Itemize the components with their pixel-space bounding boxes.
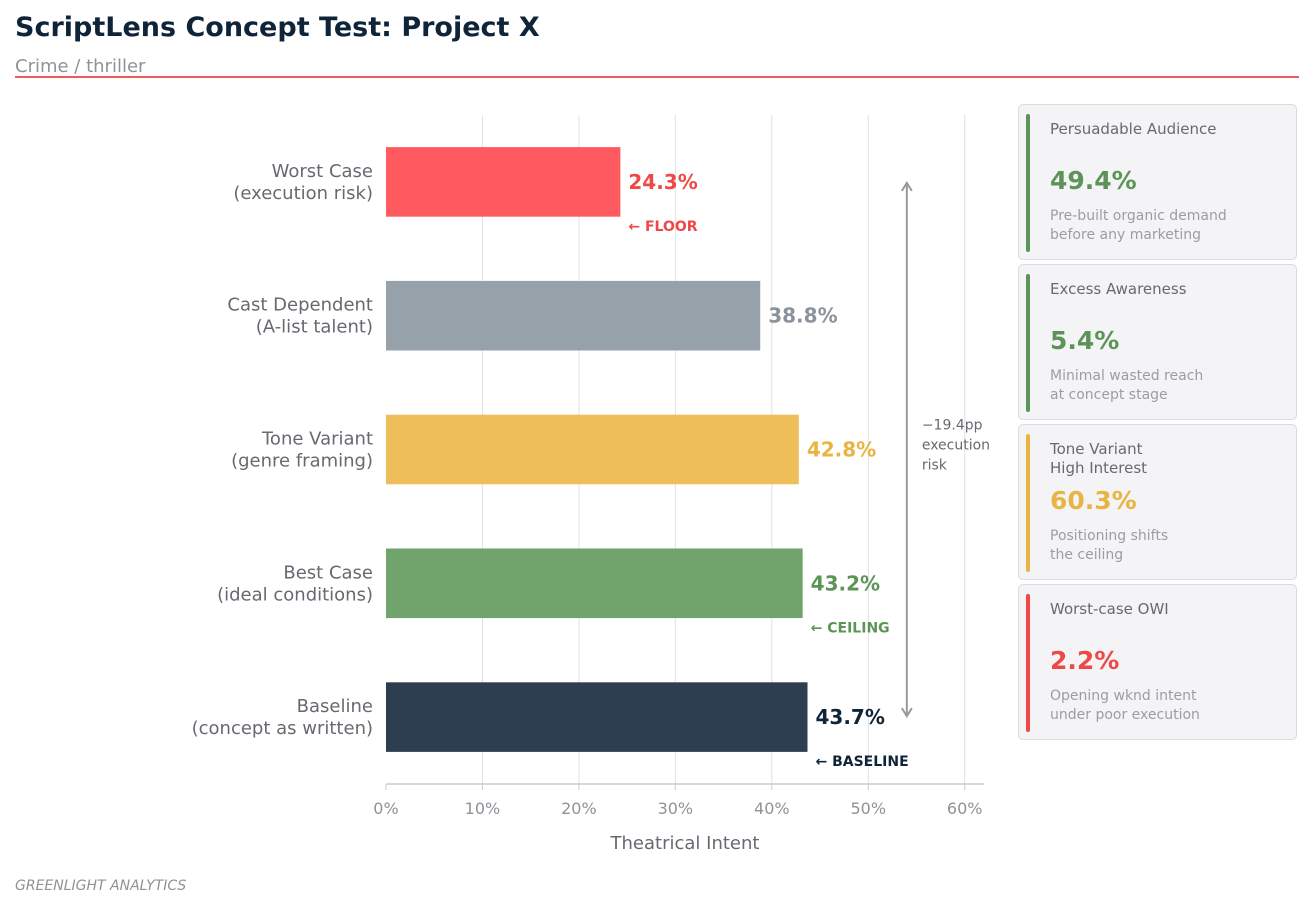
- kpi-card-label: Tone Variant High Interest: [1050, 440, 1148, 477]
- x-tick-label: 50%: [850, 799, 886, 818]
- category-label-line: Baseline: [297, 696, 373, 717]
- category-label: Tone Variant (genre framing): [231, 429, 373, 472]
- x-tick-label: 60%: [947, 799, 983, 818]
- bar: [386, 280, 761, 351]
- kpi-card-value: 60.3%: [1050, 486, 1137, 515]
- category-label-line: Cast Dependent: [227, 295, 373, 316]
- bar-annotation: ← CEILING: [811, 620, 890, 636]
- x-axis-label: Theatrical Intent: [610, 833, 760, 854]
- kpi-card-description: Minimal wasted reach at concept stage: [1050, 368, 1204, 403]
- category-label-line: Tone Variant: [261, 429, 373, 450]
- range-arrow-head-bottom: [900, 707, 913, 718]
- bar: [386, 548, 803, 619]
- category-label: Baseline (concept as written): [192, 696, 373, 739]
- kpi-card-accent: [1026, 274, 1030, 412]
- kpi-card: Persuadable Audience 49.4% Pre-built organ…: [1018, 104, 1297, 260]
- category-label-line: (A-list talent): [256, 317, 373, 338]
- x-tick-label: 20%: [561, 799, 597, 818]
- kpi-card-description: Opening wknd intent under poor execution: [1050, 688, 1200, 723]
- kpi-card: Excess Awareness 5.4% Minimal wasted reach…: [1018, 264, 1297, 420]
- value-label: 24.3%: [628, 170, 697, 194]
- kpi-card-description: Positioning shifts the ceiling: [1050, 528, 1169, 563]
- range-annotation-text: risk: [922, 458, 948, 474]
- page-subtitle: Crime / thriller: [15, 56, 146, 77]
- category-label-line: (execution risk): [233, 183, 373, 204]
- kpi-card-accent: [1026, 594, 1030, 732]
- bar-annotation: ← FLOOR: [628, 219, 697, 235]
- category-label: Best Case (ideal conditions): [217, 562, 373, 605]
- category-label-line: Worst Case: [272, 161, 373, 182]
- title-divider: [15, 76, 1299, 78]
- bar: [386, 682, 808, 752]
- value-label: 43.7%: [815, 705, 884, 729]
- kpi-card-accent: [1026, 434, 1030, 572]
- x-tick-label: 10%: [465, 799, 501, 818]
- category-label-line: (concept as written): [192, 718, 373, 739]
- kpi-card: Worst-case OWI 2.2% Opening wknd intent un…: [1018, 584, 1297, 740]
- page-title: ScriptLens Concept Test: Project X: [15, 12, 540, 43]
- category-label: Worst Case (execution risk): [233, 161, 373, 204]
- kpi-card-value: 49.4%: [1050, 166, 1137, 195]
- value-label: 42.8%: [807, 438, 876, 462]
- x-tick-label: 30%: [658, 799, 694, 818]
- range-annotation-text: execution: [922, 438, 990, 454]
- kpi-card-value: 2.2%: [1050, 646, 1120, 675]
- range-annotation-text: −19.4pp: [922, 418, 983, 434]
- category-label-line: Best Case: [283, 562, 373, 583]
- scenario-bar-chart: 0% 10% 20% 30% 40% 50% 60% Theatrical Intent Wor…: [192, 115, 990, 854]
- kpi-card-label: Persuadable Audience: [1050, 120, 1217, 138]
- kpi-card-accent: [1026, 114, 1030, 252]
- bar-annotation: ← BASELINE: [815, 754, 908, 770]
- kpi-card-label: Excess Awareness: [1050, 280, 1187, 298]
- kpi-card: Tone Variant High Interest 60.3% Positioni…: [1018, 424, 1297, 580]
- range-arrow-head-top: [900, 181, 913, 192]
- bar: [386, 414, 799, 485]
- value-label: 38.8%: [768, 304, 837, 328]
- kpi-card-description: Pre-built organic demand before any mark…: [1050, 208, 1227, 243]
- x-tick-label: 40%: [754, 799, 790, 818]
- footer-brand: GREENLIGHT ANALYTICS: [15, 878, 187, 894]
- value-label: 43.2%: [811, 571, 880, 595]
- x-tick-label: 0%: [373, 799, 398, 818]
- category-label: Cast Dependent (A-list talent): [227, 295, 373, 338]
- category-label-line: (genre framing): [231, 451, 373, 472]
- kpi-card-value: 5.4%: [1050, 326, 1120, 355]
- kpi-card-label: Worst-case OWI: [1050, 600, 1169, 618]
- bar: [386, 147, 621, 217]
- category-label-line: (ideal conditions): [217, 584, 373, 605]
